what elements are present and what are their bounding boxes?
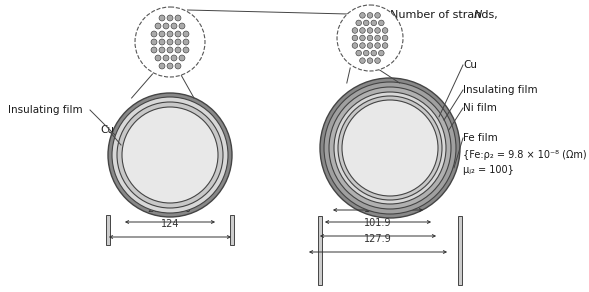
Text: N: N <box>474 10 482 20</box>
Circle shape <box>352 35 358 41</box>
Bar <box>458 216 462 285</box>
Circle shape <box>155 55 161 61</box>
Circle shape <box>151 31 157 37</box>
Circle shape <box>382 43 388 48</box>
Circle shape <box>159 47 165 53</box>
Circle shape <box>360 58 365 63</box>
Circle shape <box>167 15 173 21</box>
Circle shape <box>167 31 173 37</box>
Circle shape <box>151 39 157 45</box>
Text: 2r = 100: 2r = 100 <box>148 204 191 214</box>
Circle shape <box>122 107 218 203</box>
Text: Insulating film: Insulating film <box>463 85 538 95</box>
Circle shape <box>352 43 358 48</box>
Circle shape <box>175 63 181 69</box>
Circle shape <box>163 23 169 29</box>
Text: {Fe:ρ₂ = 9.8 × 10⁻⁸ (Ωm): {Fe:ρ₂ = 9.8 × 10⁻⁸ (Ωm) <box>463 150 587 160</box>
Circle shape <box>183 39 189 45</box>
Circle shape <box>382 35 388 41</box>
Circle shape <box>329 87 451 209</box>
Circle shape <box>167 39 173 45</box>
Text: 101.8: 101.8 <box>364 204 392 214</box>
Circle shape <box>324 82 456 214</box>
Circle shape <box>363 50 369 56</box>
Text: 2r = 100: 2r = 100 <box>356 192 399 202</box>
Circle shape <box>342 100 438 196</box>
Circle shape <box>159 39 165 45</box>
Circle shape <box>352 28 358 33</box>
Circle shape <box>371 50 376 56</box>
Circle shape <box>320 78 460 218</box>
Text: 124: 124 <box>161 219 179 229</box>
Circle shape <box>363 20 369 26</box>
Circle shape <box>175 39 181 45</box>
Text: Fe film: Fe film <box>463 133 498 143</box>
Circle shape <box>179 55 185 61</box>
Circle shape <box>367 28 373 33</box>
Text: 127.9: 127.9 <box>364 234 392 244</box>
Circle shape <box>171 23 177 29</box>
Circle shape <box>155 23 161 29</box>
Circle shape <box>338 96 442 200</box>
Circle shape <box>367 13 373 18</box>
Circle shape <box>356 50 362 56</box>
Circle shape <box>151 47 157 53</box>
Circle shape <box>167 47 173 53</box>
Circle shape <box>360 43 365 48</box>
Circle shape <box>375 58 380 63</box>
Text: 101.9: 101.9 <box>364 218 392 228</box>
Circle shape <box>183 31 189 37</box>
Circle shape <box>175 15 181 21</box>
Circle shape <box>360 35 365 41</box>
Circle shape <box>375 13 380 18</box>
Circle shape <box>375 28 380 33</box>
Circle shape <box>371 20 376 26</box>
Circle shape <box>334 92 446 204</box>
Circle shape <box>379 20 384 26</box>
Circle shape <box>112 97 228 213</box>
Circle shape <box>108 93 232 217</box>
Circle shape <box>375 35 380 41</box>
Text: μⱼ₂ = 100}: μⱼ₂ = 100} <box>463 165 514 175</box>
Text: Ni film: Ni film <box>463 103 497 113</box>
Circle shape <box>367 35 373 41</box>
Bar <box>230 215 234 245</box>
Text: Number of strands,: Number of strands, <box>390 10 501 20</box>
Circle shape <box>179 23 185 29</box>
Circle shape <box>175 47 181 53</box>
Circle shape <box>356 20 362 26</box>
Circle shape <box>360 28 365 33</box>
Circle shape <box>379 50 384 56</box>
Circle shape <box>163 55 169 61</box>
Circle shape <box>382 28 388 33</box>
Circle shape <box>367 43 373 48</box>
Circle shape <box>117 102 223 208</box>
Text: Cu: Cu <box>100 125 114 135</box>
Text: Cu: Cu <box>463 60 477 70</box>
Circle shape <box>367 58 373 63</box>
Circle shape <box>159 63 165 69</box>
Circle shape <box>183 47 189 53</box>
Circle shape <box>167 63 173 69</box>
Circle shape <box>171 55 177 61</box>
Circle shape <box>337 5 403 71</box>
Circle shape <box>159 15 165 21</box>
Circle shape <box>159 31 165 37</box>
Circle shape <box>360 13 365 18</box>
Bar <box>106 215 110 245</box>
Circle shape <box>375 43 380 48</box>
Text: Insulating film: Insulating film <box>8 105 82 115</box>
Bar <box>318 216 322 285</box>
Circle shape <box>135 7 205 77</box>
Circle shape <box>175 31 181 37</box>
